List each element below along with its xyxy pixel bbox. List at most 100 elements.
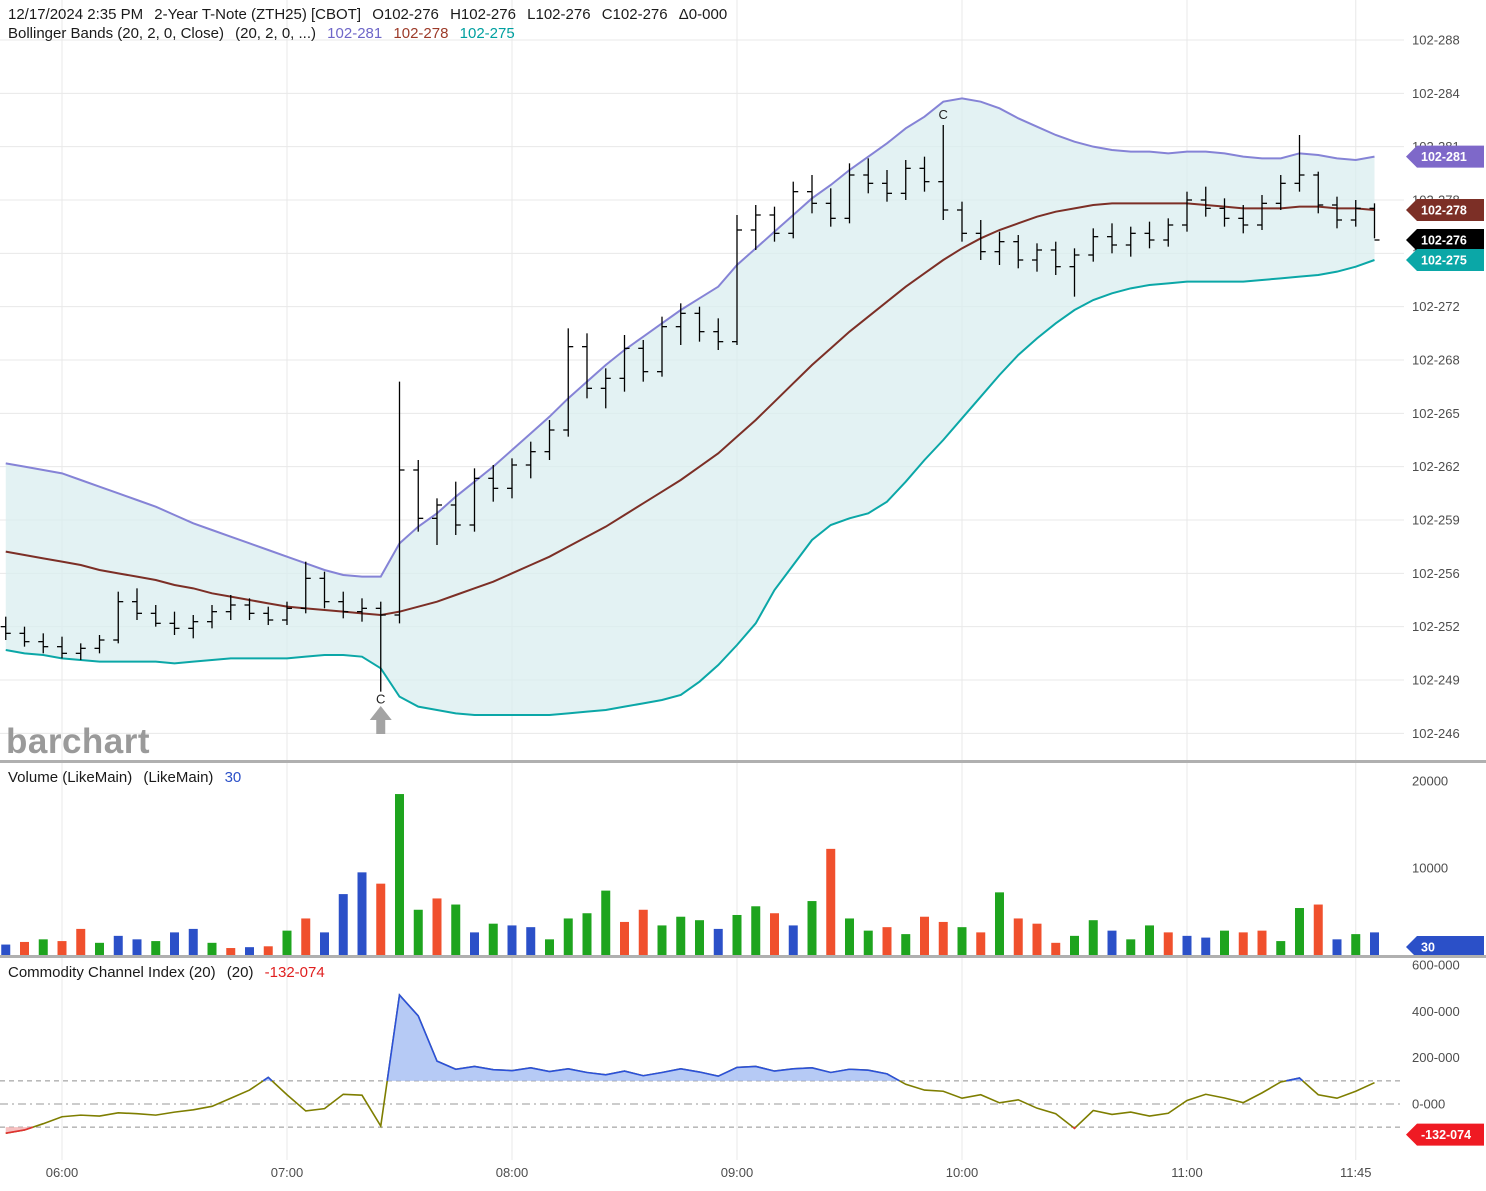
volume-bar <box>470 932 479 955</box>
price-panel[interactable]: C C 102-288 102-284 102-281 102-278 102-275 102… <box>0 0 1486 763</box>
cci-badge <box>1406 1123 1484 1146</box>
volume-bar <box>357 872 367 955</box>
volume-bar <box>170 932 179 955</box>
ohlc-bar <box>1163 218 1174 247</box>
volume-badge <box>1406 936 1484 958</box>
ohlc-bar <box>75 643 86 661</box>
volume-bar <box>1276 941 1286 955</box>
price-axis-label: 102-272 <box>1412 299 1460 314</box>
volume-bar <box>282 930 292 955</box>
quote-low: L102-276 <box>527 6 591 23</box>
volume-bar <box>582 913 592 955</box>
quote-open: O102-276 <box>372 6 439 23</box>
bollinger-fill <box>5 98 1375 716</box>
volume-bar <box>376 883 386 955</box>
ohlc-bar <box>150 605 161 627</box>
ohlc-bar <box>57 636 67 659</box>
volume-bar <box>826 848 836 955</box>
cci-overbought-fill <box>387 995 900 1081</box>
ohlc-bar <box>619 335 630 392</box>
volume-bar <box>338 894 348 955</box>
volume-axis-label: 10000 <box>1412 861 1448 876</box>
ohlc-bar <box>975 220 986 261</box>
volume-bar <box>207 942 217 955</box>
ohlc-bar <box>357 598 367 622</box>
ohlc-bar <box>919 156 930 192</box>
ohlc-bar <box>1125 226 1136 257</box>
cci-header: Commodity Channel Index (20) (20) -132-0… <box>8 963 332 982</box>
ohlc-bar <box>1350 200 1361 227</box>
time-axis-label: 11:45 <box>1339 1165 1372 1180</box>
quote-change: Δ0-000 <box>678 6 728 23</box>
cci-overbought-line <box>1286 1077 1304 1082</box>
cycle-marker: C <box>376 692 385 707</box>
cci-panel[interactable]: 600-000 400-000 200-000 0-000 -132-074 <box>0 958 1486 1160</box>
barchart-watermark: barchart <box>6 722 150 761</box>
cci-overbought-line <box>386 993 900 1082</box>
ohlc-bar <box>19 626 30 647</box>
ohlc-bar <box>469 468 480 532</box>
volume-bar <box>301 918 311 955</box>
volume-bar <box>751 906 761 955</box>
volume-bar <box>638 909 648 955</box>
cci-label[interactable]: Commodity Channel Index (20) <box>8 964 216 981</box>
volume-bar <box>1257 930 1267 955</box>
cci-line <box>5 993 1375 1134</box>
ohlc-bar <box>1332 196 1342 229</box>
time-axis-label: 11:00 <box>1171 1165 1203 1180</box>
volume-bar <box>395 794 404 955</box>
quote-timestamp: 12/17/2024 2:35 PM <box>8 6 144 23</box>
ohlc-bar <box>1369 203 1380 241</box>
panel-separator[interactable] <box>0 760 1486 763</box>
volume-bar <box>901 934 911 955</box>
ohlc-bar <box>769 206 780 242</box>
cci-oversold-line <box>1072 1126 1077 1130</box>
volume-bar <box>920 916 929 955</box>
ohlc-bar <box>263 606 274 626</box>
volume-bar <box>1332 939 1342 955</box>
volume-panel[interactable]: 20000 10000 30 <box>0 763 1486 958</box>
price-axis-label: 102-288 <box>1412 33 1460 48</box>
ohlc-bar <box>675 303 686 346</box>
ohlc-bar <box>1032 243 1042 272</box>
volume-bar <box>1 944 11 955</box>
price-badge <box>1406 145 1484 168</box>
time-axis[interactable]: 06:00 07:00 08:00 09:00 10:00 11:00 11:45 <box>0 1160 1486 1191</box>
indicator-params[interactable]: (20, 2, 0, ...) <box>235 25 316 42</box>
volume-bar <box>676 916 686 955</box>
indicator-label[interactable]: Bollinger Bands (20, 2, 0, Close) <box>8 25 224 42</box>
ohlc-bar <box>413 460 424 532</box>
volume-params[interactable]: (LikeMain) <box>143 769 214 786</box>
volume-bar <box>1013 918 1023 955</box>
volume-bar <box>1220 930 1229 955</box>
volume-bar <box>620 921 629 955</box>
ohlc-bar <box>1275 175 1286 211</box>
cci-axis-label: 200-000 <box>1412 1050 1460 1065</box>
panel-separator[interactable] <box>0 955 1486 958</box>
ohlc-bar <box>544 420 555 461</box>
price-badge-text: 102-275 <box>1421 254 1467 268</box>
ohlc-bar <box>188 615 199 639</box>
volume-label[interactable]: Volume (LikeMain) <box>8 769 133 786</box>
volume-bar <box>432 898 442 955</box>
ohlc-bar <box>244 598 255 621</box>
volume-bar <box>1032 923 1042 955</box>
volume-bar <box>957 927 967 955</box>
price-axis-label: 102-259 <box>1412 513 1460 528</box>
ohlc-bar <box>600 368 611 409</box>
ohlc-bar <box>1182 191 1192 232</box>
ohlc-bar <box>432 498 442 546</box>
volume-bar <box>226 948 236 955</box>
ohlc-bar <box>825 188 836 227</box>
bb-lower-value: 102-275 <box>459 25 515 42</box>
cci-params[interactable]: (20) <box>226 964 254 981</box>
time-axis-label: 08:00 <box>495 1165 529 1180</box>
ohlc-bar <box>375 601 386 692</box>
volume-bar <box>1163 932 1173 955</box>
time-axis-label: 10:00 <box>945 1165 979 1180</box>
ohlc-bar <box>488 465 499 502</box>
ohlc-bar <box>1313 171 1324 214</box>
volume-bar <box>1051 942 1061 955</box>
volume-bar <box>1088 920 1098 955</box>
volume-bar <box>38 939 48 955</box>
